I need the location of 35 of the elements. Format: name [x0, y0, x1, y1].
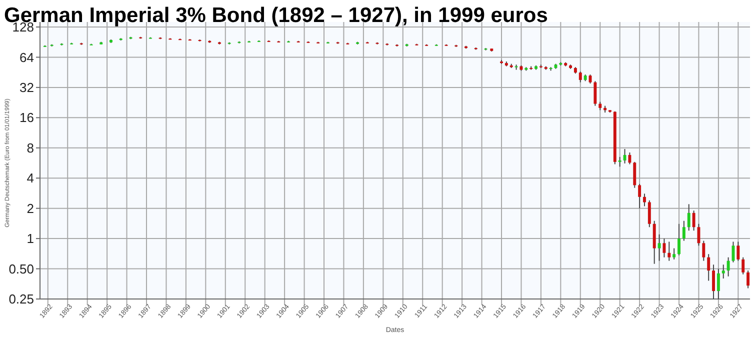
y-tick-label: 2 — [26, 200, 34, 216]
candlestick — [578, 71, 582, 83]
candlestick — [697, 223, 700, 246]
candlestick — [618, 156, 622, 168]
y-tick-label: 32 — [20, 80, 34, 95]
candlestick — [726, 256, 730, 277]
y-tick-label: 0.25 — [8, 292, 34, 307]
y-tick-label: 8 — [26, 140, 34, 156]
y-tick-label: 1 — [26, 231, 34, 246]
candlestick — [678, 223, 680, 256]
candlestick — [692, 210, 696, 232]
candlestick — [628, 152, 632, 165]
candlestick — [712, 264, 715, 300]
y-tick-label: 64 — [20, 50, 34, 65]
candlestick — [658, 234, 661, 262]
candlestick — [742, 256, 745, 275]
candlestick — [594, 80, 597, 106]
candlestick — [722, 264, 725, 280]
candlestick — [648, 200, 651, 228]
candlestick — [662, 238, 666, 258]
candlestick — [672, 248, 676, 260]
candlestick — [668, 241, 671, 262]
candlestick — [687, 204, 690, 232]
candlestick — [716, 268, 720, 300]
y-tick-label: 0.50 — [8, 261, 34, 276]
candlestick — [638, 183, 642, 209]
candlestick — [643, 193, 646, 207]
candlestick — [682, 220, 686, 242]
y-tick-label: 16 — [20, 110, 34, 126]
candlestick — [707, 254, 710, 282]
candlestick — [702, 240, 706, 262]
candlestick — [746, 270, 750, 289]
candlestick — [633, 161, 636, 188]
y-tick-label: 4 — [26, 170, 34, 186]
candlestick — [736, 241, 740, 262]
